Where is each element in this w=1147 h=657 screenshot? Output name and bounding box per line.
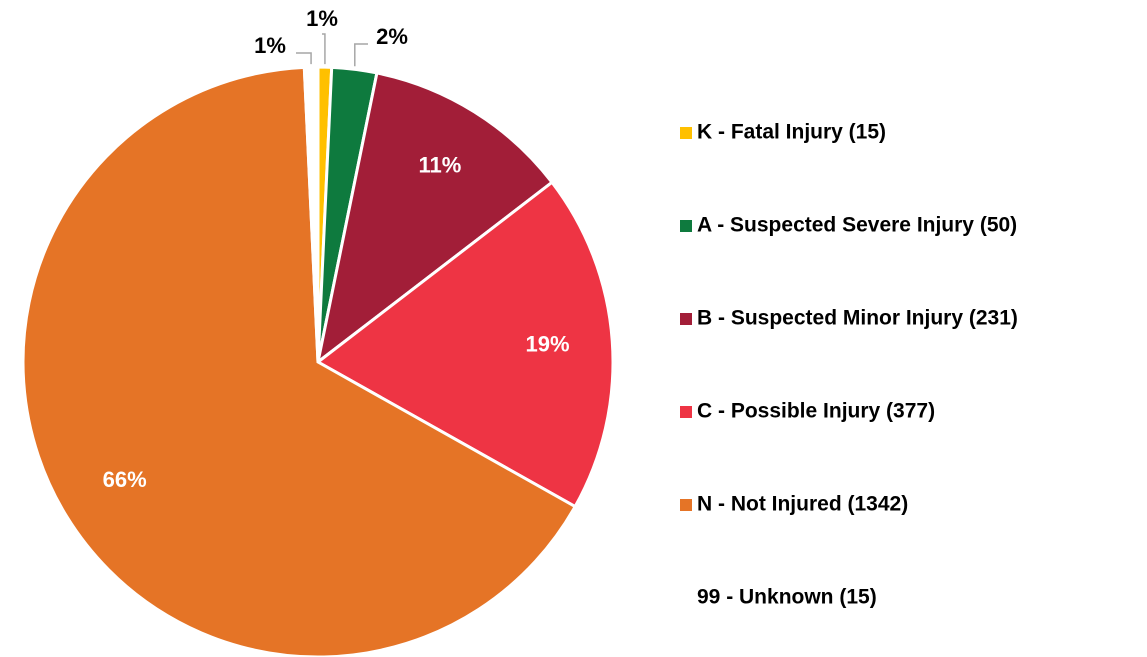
legend-marker [680, 313, 692, 325]
legend-marker [680, 499, 692, 511]
legend-label: C - Possible Injury (377) [697, 400, 935, 423]
leader-line [296, 52, 312, 65]
legend-marker [680, 406, 692, 418]
legend-label: K - Fatal Injury (15) [697, 121, 886, 144]
data-label: 66% [103, 467, 147, 492]
legend-marker [680, 592, 692, 604]
leader-line [354, 43, 368, 67]
pie-slice [315, 71, 555, 366]
data-label: 11% [419, 153, 462, 178]
pie-slice [21, 65, 578, 657]
pie-slice [315, 180, 615, 509]
pie-slice [302, 65, 320, 363]
legend-label: N - Not Injured (1342) [697, 493, 908, 516]
legend-label: 99 - Unknown (15) [697, 586, 877, 609]
leader-line [322, 33, 326, 65]
legend-label: B - Suspected Minor Injury (231) [697, 307, 1018, 330]
legend-marker [680, 220, 692, 232]
data-label: 1% [254, 33, 286, 58]
legend-marker [680, 127, 692, 139]
data-label: 19% [525, 331, 569, 356]
data-label: 2% [376, 24, 408, 49]
legend-label: A - Suspected Severe Injury (50) [697, 214, 1017, 237]
data-label: 1% [306, 6, 338, 31]
